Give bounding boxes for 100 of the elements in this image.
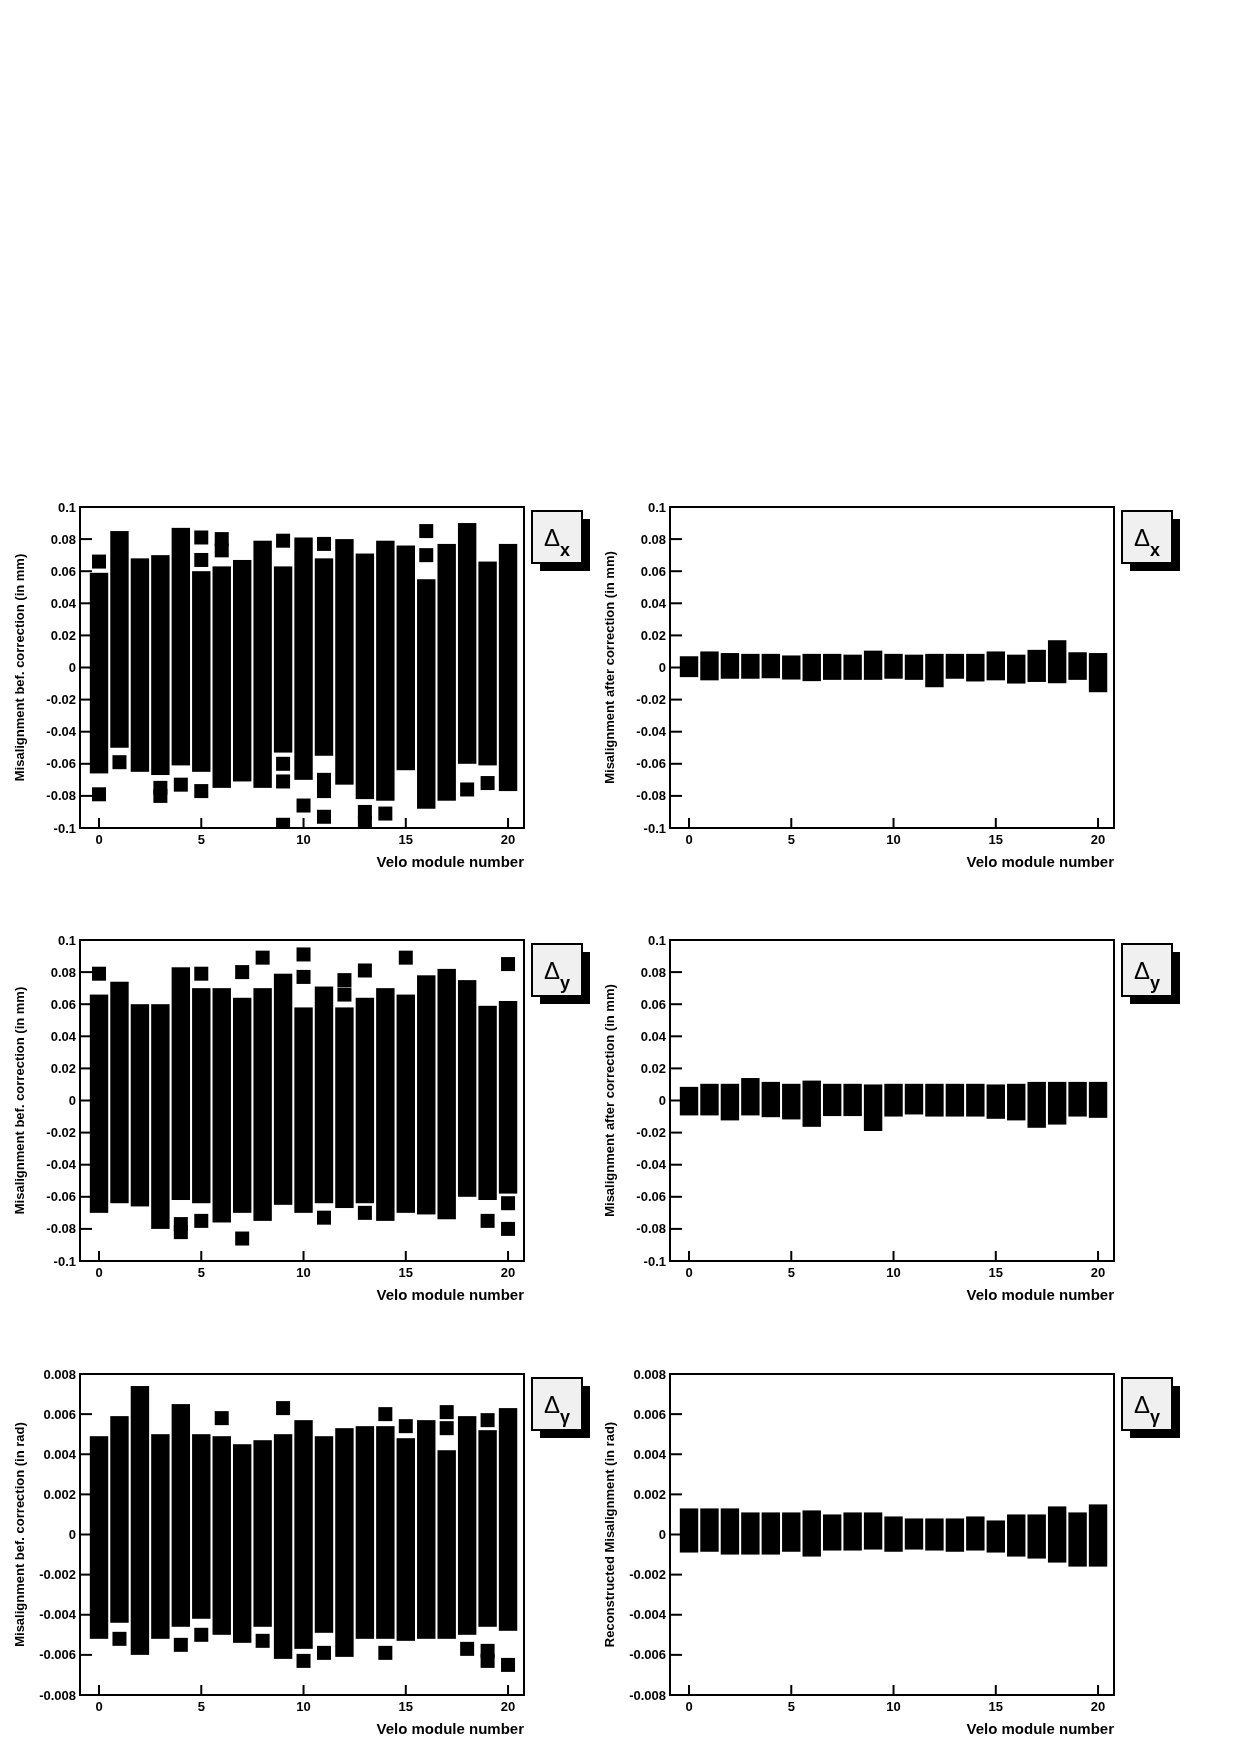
y-tick-label: 0 xyxy=(658,1527,666,1543)
point xyxy=(357,963,372,978)
y-axis-title: Reconstructed Misalignment (in rad) xyxy=(602,1421,617,1648)
y-axis-title: Misalignment after correction (in mm) xyxy=(602,984,617,1217)
y-tick-label: -0.008 xyxy=(629,1687,666,1703)
point xyxy=(153,788,168,803)
y-tick-label: 0.1 xyxy=(647,932,666,948)
bar xyxy=(253,988,272,1221)
y-tick-label: 0 xyxy=(658,1093,666,1109)
x-tick-label: 20 xyxy=(1090,1699,1106,1714)
point xyxy=(480,776,495,791)
bar xyxy=(761,653,781,679)
point xyxy=(357,816,372,828)
bar xyxy=(1047,1506,1067,1563)
bar xyxy=(171,967,191,1201)
bar xyxy=(782,655,801,680)
point xyxy=(501,1196,516,1211)
y-tick-label: -0.1 xyxy=(643,820,666,836)
bar xyxy=(396,1438,415,1641)
bar xyxy=(314,1436,334,1633)
y-tick-label: 0 xyxy=(658,660,666,676)
y-tick-label: -0.06 xyxy=(636,1189,666,1205)
bar xyxy=(1007,1514,1026,1557)
bar xyxy=(192,1434,211,1619)
y-tick-label: 0.006 xyxy=(43,1406,76,1422)
y-tick-label: 0.004 xyxy=(633,1446,667,1462)
y-tick-label: 0.02 xyxy=(640,627,666,643)
point xyxy=(398,950,413,965)
bar xyxy=(437,1450,456,1639)
bar xyxy=(720,653,740,679)
y-tick-label: -0.08 xyxy=(46,1221,76,1237)
x-tick-label: 5 xyxy=(787,1699,795,1714)
x-axis-title: Velo module number xyxy=(376,1286,525,1303)
y-tick-label: -0.1 xyxy=(53,820,76,836)
bar xyxy=(314,986,334,1204)
x-tick-label: 15 xyxy=(398,832,414,847)
point xyxy=(194,552,209,567)
bar xyxy=(1068,1512,1087,1567)
bar xyxy=(498,1408,518,1631)
bar xyxy=(720,1508,740,1555)
point xyxy=(296,1653,311,1668)
bar xyxy=(1027,1514,1046,1559)
x-tick-label: 0 xyxy=(95,832,103,847)
point xyxy=(276,774,291,789)
y-tick-label: 0.06 xyxy=(50,563,76,579)
point xyxy=(194,966,209,981)
point xyxy=(214,543,229,558)
point xyxy=(92,554,107,569)
bar xyxy=(273,566,293,753)
x-tick-label: 10 xyxy=(886,1699,901,1714)
y-tick-label: 0 xyxy=(68,1093,76,1109)
bar xyxy=(966,1516,985,1551)
bar xyxy=(110,531,129,748)
point xyxy=(92,966,107,981)
point xyxy=(501,1221,516,1236)
y-tick-label: 0.02 xyxy=(640,1060,666,1076)
bar xyxy=(761,1512,781,1555)
y-tick-label: -0.006 xyxy=(39,1647,76,1663)
x-axis-title: Velo module number xyxy=(376,1720,525,1737)
point xyxy=(92,787,107,802)
x-tick-label: 15 xyxy=(988,1699,1004,1714)
point xyxy=(173,1637,188,1652)
point xyxy=(255,1633,270,1648)
point xyxy=(194,1627,209,1642)
bar xyxy=(273,1434,293,1659)
point xyxy=(480,1413,495,1428)
text: Δ$_{γ}$ xyxy=(1133,1391,1161,1427)
bar xyxy=(417,579,436,809)
y-tick-label: -0.04 xyxy=(46,1157,77,1173)
point xyxy=(316,784,331,799)
y-tick-label: 0.1 xyxy=(647,499,666,515)
y-axis-title: Misalignment after correction (in mm) xyxy=(602,551,617,784)
y-tick-label: -0.1 xyxy=(643,1253,666,1269)
bar xyxy=(253,1440,272,1627)
x-tick-label: 5 xyxy=(197,1265,205,1280)
bar xyxy=(437,543,456,801)
bar xyxy=(192,571,211,772)
bar xyxy=(498,543,518,792)
bar xyxy=(417,1420,436,1639)
text: Δ$_{x}$ xyxy=(1133,524,1161,560)
bar xyxy=(1007,654,1026,684)
y-tick-label: -0.08 xyxy=(46,788,76,804)
bar xyxy=(253,540,272,788)
bar xyxy=(376,540,395,801)
y-tick-label: 0.08 xyxy=(50,531,76,547)
point xyxy=(337,973,352,988)
point xyxy=(501,957,516,972)
bar xyxy=(396,994,415,1213)
point xyxy=(337,987,352,1002)
x-axis-title: Velo module number xyxy=(376,853,525,870)
y-tick-label: 0.08 xyxy=(640,964,666,980)
y-tick-label: -0.08 xyxy=(636,1221,666,1237)
bar xyxy=(151,555,170,776)
bar xyxy=(843,1512,862,1551)
y-tick-label: -0.006 xyxy=(629,1647,666,1663)
point xyxy=(112,755,127,770)
bar xyxy=(335,1428,354,1657)
y-tick-label: 0.08 xyxy=(640,531,666,547)
bar xyxy=(417,975,436,1215)
bar xyxy=(232,1444,252,1643)
